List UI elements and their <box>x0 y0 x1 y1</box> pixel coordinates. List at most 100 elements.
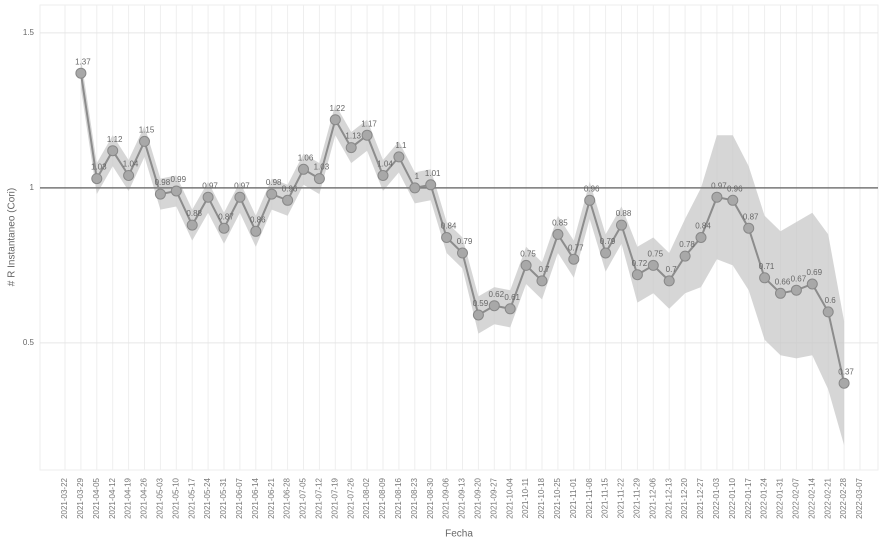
x-tick-label: 2022-03-07 <box>855 477 864 518</box>
x-tick-label: 2021-05-24 <box>203 477 212 518</box>
x-tick-label: 2022-01-10 <box>728 477 737 518</box>
data-label: 0.61 <box>504 293 520 302</box>
data-label: 0.79 <box>457 237 473 246</box>
data-label: 0.98 <box>155 178 171 187</box>
point <box>91 173 103 185</box>
data-label: 1.17 <box>361 119 377 128</box>
point <box>441 232 453 243</box>
data-label: 0.78 <box>679 240 695 249</box>
data-label: 0.87 <box>743 212 759 221</box>
x-tick-label: 2022-02-21 <box>823 477 832 518</box>
data-label: 0.88 <box>186 209 202 218</box>
x-tick-label: 2021-04-19 <box>124 477 133 518</box>
x-tick-label: 2022-02-28 <box>839 477 848 518</box>
point <box>75 67 87 79</box>
data-label: 1.22 <box>330 104 346 113</box>
data-label: 0.72 <box>632 259 648 268</box>
x-tick-label: 2021-07-05 <box>299 477 308 518</box>
x-tick-label: 2021-09-27 <box>489 477 498 518</box>
x-tick-label: 2022-01-03 <box>712 477 721 518</box>
x-tick-label: 2021-09-20 <box>474 477 483 518</box>
point <box>472 309 484 321</box>
point <box>552 228 564 240</box>
data-label: 1.13 <box>345 132 361 141</box>
point <box>266 188 278 200</box>
point <box>536 275 548 287</box>
data-label: 0.98 <box>266 178 282 187</box>
y-axis-title: # R Instantaneo (Cori) <box>7 188 18 286</box>
x-tick-label: 2022-01-31 <box>776 477 785 518</box>
data-label: 1 <box>415 172 420 181</box>
data-label: 1.04 <box>377 160 393 169</box>
x-tick-label: 2021-04-26 <box>140 477 149 518</box>
data-label: 0.88 <box>616 209 632 218</box>
point <box>361 129 373 141</box>
point <box>584 194 596 206</box>
point <box>154 188 166 200</box>
x-tick-label: 2021-10-18 <box>537 477 546 518</box>
point <box>393 151 405 163</box>
point <box>186 219 198 231</box>
data-label: 0.97 <box>202 181 218 190</box>
data-label: 0.7 <box>666 265 678 274</box>
data-label: 1.03 <box>314 163 330 172</box>
data-label: 0.7 <box>538 265 550 274</box>
x-tick-label: 2021-12-06 <box>648 477 657 518</box>
x-tick-label: 2021-05-03 <box>156 477 165 518</box>
data-label: 1.04 <box>123 160 139 169</box>
data-label: 0.69 <box>807 268 823 277</box>
data-label: 0.66 <box>775 277 791 286</box>
point <box>520 259 532 271</box>
y-tick-label: 1.5 <box>23 28 35 37</box>
x-tick-label: 2021-11-15 <box>601 477 610 518</box>
point <box>711 191 723 203</box>
point <box>600 247 612 259</box>
data-label: 0.84 <box>441 222 457 231</box>
point <box>727 194 739 206</box>
data-label: 1.12 <box>107 135 123 144</box>
data-label: 0.67 <box>791 274 807 283</box>
point <box>488 300 500 312</box>
data-label: 1.1 <box>395 141 407 150</box>
x-tick-label: 2021-11-01 <box>569 477 578 518</box>
x-tick-label: 2021-10-25 <box>553 477 562 518</box>
point <box>234 191 246 203</box>
x-tick-label: 2021-03-29 <box>76 477 85 518</box>
point <box>329 114 341 126</box>
point <box>759 272 771 284</box>
data-label: 1.06 <box>298 153 314 162</box>
point <box>170 185 182 197</box>
x-tick-label: 2021-11-08 <box>585 477 594 518</box>
x-tick-label: 2021-08-30 <box>426 477 435 518</box>
x-tick-label: 2021-08-16 <box>394 477 403 518</box>
data-label: 0.75 <box>520 250 536 259</box>
x-tick-label: 2021-06-14 <box>251 477 260 518</box>
point <box>377 170 389 181</box>
x-tick-label: 2021-07-26 <box>346 477 355 518</box>
point <box>107 145 119 157</box>
x-tick-label: 2021-12-20 <box>680 477 689 518</box>
point <box>504 303 516 315</box>
point <box>139 135 150 147</box>
data-label: 0.71 <box>759 262 775 271</box>
x-tick-label: 2021-04-12 <box>108 477 117 518</box>
x-tick-label: 2022-02-14 <box>807 477 816 518</box>
x-tick-label: 2021-07-19 <box>330 477 339 518</box>
y-tick-label: 0.5 <box>23 338 35 347</box>
data-label: 0.6 <box>825 296 837 305</box>
data-label: 0.97 <box>711 181 727 190</box>
x-tick-label: 2021-12-27 <box>696 477 705 518</box>
x-tick-label: 2021-04-05 <box>92 477 101 518</box>
point <box>695 232 707 243</box>
x-tick-label: 2022-01-24 <box>760 477 769 518</box>
data-label: 0.85 <box>552 219 568 228</box>
data-label: 0.62 <box>489 290 505 299</box>
data-label: 0.37 <box>838 367 854 376</box>
x-tick-label: 2021-06-21 <box>267 477 276 518</box>
point <box>282 194 294 206</box>
point <box>838 377 850 389</box>
x-tick-label: 2021-10-11 <box>521 477 530 518</box>
x-tick-label: 2022-01-17 <box>744 477 753 518</box>
x-tick-label: 2021-05-31 <box>219 477 228 518</box>
